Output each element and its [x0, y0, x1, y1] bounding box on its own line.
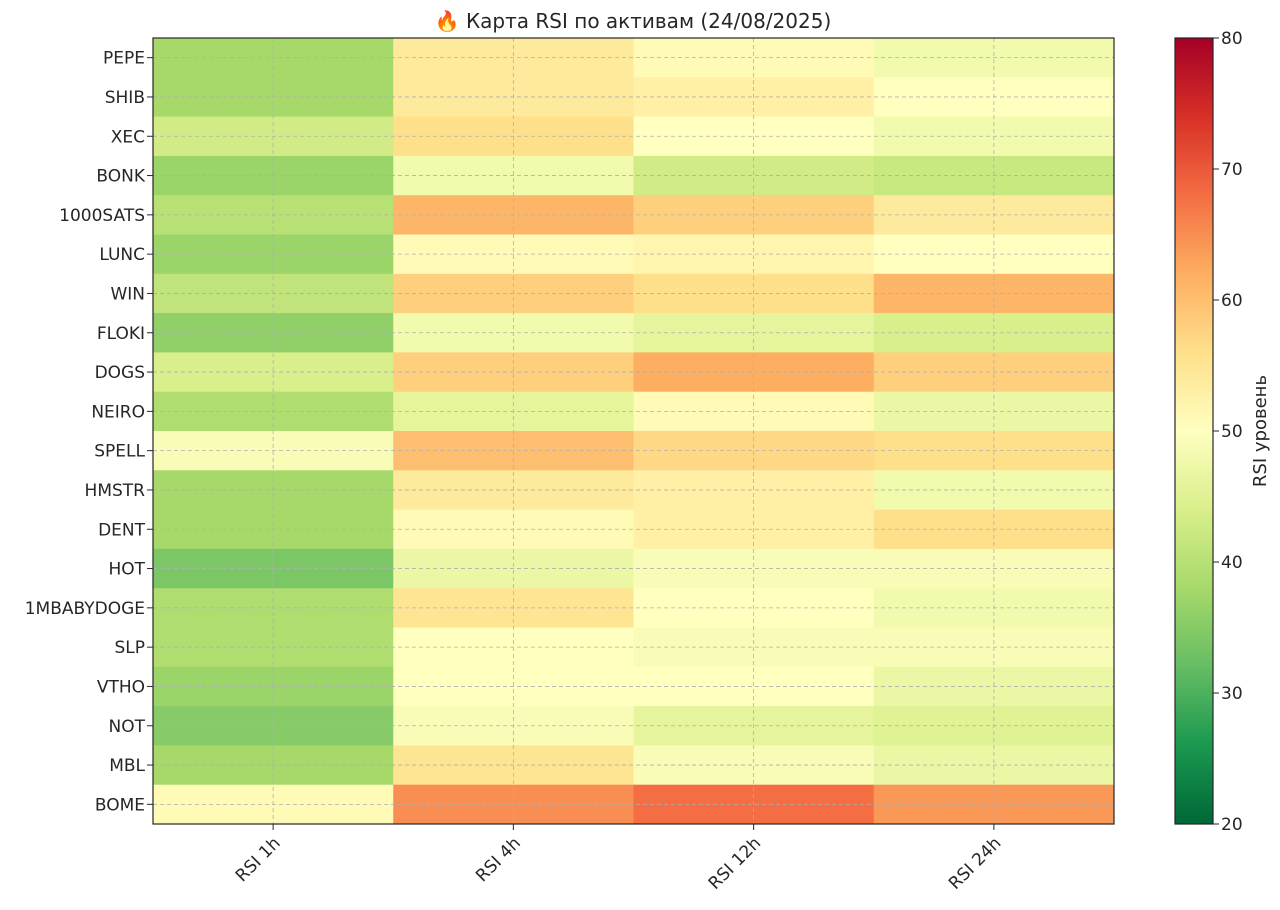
heatmap-cell-vtho-3 [633, 666, 875, 707]
x-tick-label: RSI 24h [945, 833, 1005, 893]
y-tick-label: 1000SATS [59, 206, 145, 226]
heatmap-cell-dogs-3 [633, 352, 875, 393]
x-tick-label: RSI 1h [232, 833, 285, 886]
y-tick-label: FLOKI [97, 324, 145, 344]
x-axis: RSI 1h RSI 4h RSI 12h RSI 24h [232, 824, 1005, 894]
heatmap-cell-lunc-3 [633, 234, 875, 275]
y-axis: PEPE SHIB XEC BONK 1000SATS LUNC WIN FLOKI DOGS N… [25, 49, 153, 815]
heatmap-cell-mbl-3 [633, 745, 875, 786]
colorbar-tick-label: 40 [1221, 553, 1243, 573]
colorbar-scale [1174, 37, 1214, 825]
colorbar-label: RSI уровень [1250, 375, 1271, 487]
y-tick-label: NEIRO [91, 402, 145, 422]
heatmap-cells [153, 38, 1115, 825]
y-tick-label: MBL [109, 756, 145, 776]
y-tick-label: PEPE [103, 49, 145, 69]
heatmap-cell-spell-3 [633, 431, 875, 471]
y-tick-label: SLP [114, 638, 145, 658]
y-tick-label: BOME [95, 795, 145, 815]
colorbar-tick-label: 20 [1221, 815, 1243, 835]
y-tick-label: LUNC [99, 245, 145, 265]
colorbar-tick-label: 80 [1221, 29, 1243, 49]
y-tick-label: WIN [110, 284, 145, 304]
colorbar-tick-label: 60 [1221, 291, 1243, 311]
colorbar-tick-label: 30 [1221, 684, 1243, 704]
heatmap-cell-pepe-3 [633, 38, 875, 78]
colorbar-tick-label: 70 [1221, 160, 1243, 180]
y-tick-label: 1MBABYDOGE [25, 599, 145, 619]
y-tick-label: DENT [98, 520, 146, 540]
y-tick-label: SHIB [105, 88, 145, 108]
colorbar-tick-label: 50 [1221, 422, 1243, 442]
y-tick-label: HOT [108, 560, 145, 580]
y-tick-label: BONK [96, 167, 145, 187]
y-tick-label: VTHO [97, 677, 145, 697]
plot-frame [152, 37, 1115, 825]
y-tick-label: XEC [111, 127, 145, 147]
heatmap-cell-hot-3 [633, 548, 875, 589]
x-tick-label: RSI 4h [472, 833, 525, 886]
heatmap-gridlines [153, 38, 1114, 824]
chart-title: 🔥 Карта RSI по активам (24/08/2025) [435, 9, 832, 33]
y-tick-label: NOT [109, 717, 146, 737]
heatmap-cell-bonk-3 [633, 155, 875, 196]
colorbar: 20 30 40 50 60 70 80 [1174, 29, 1243, 835]
heatmap-cell-hmstr-3 [633, 470, 875, 511]
y-tick-label: HMSTR [85, 481, 146, 501]
y-tick-label: DOGS [95, 363, 145, 383]
y-tick-label: SPELL [94, 442, 145, 462]
x-tick-label: RSI 12h [705, 833, 765, 893]
